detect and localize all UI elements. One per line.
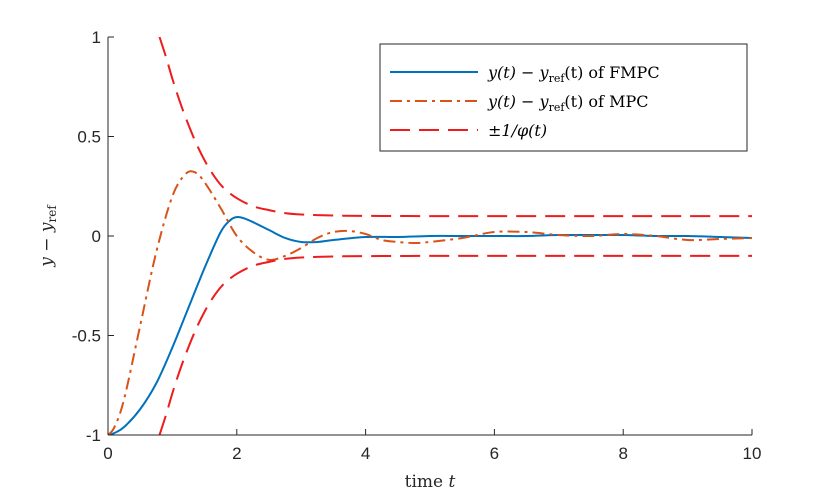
y-tick-label: 0.5 (77, 128, 101, 147)
y-ticks: -1 -0.5 0 0.5 1 (72, 28, 114, 445)
legend-label-bound: ±1/φ(t) (488, 121, 547, 140)
legend-label-fmpc: y(t) − yref(t) of FMPC (487, 63, 660, 85)
x-tick-label: 4 (361, 444, 370, 463)
mpc-line (108, 170, 752, 435)
axes: 0 2 4 6 8 10 -1 -0.5 0 0.5 1 (72, 28, 762, 463)
y-tick-label: 0 (92, 227, 101, 246)
fmpc-line (108, 215, 752, 435)
legend: y(t) − yref(t) of FMPC y(t) − yref(t) of… (379, 43, 748, 152)
x-ticks: 0 2 4 6 8 10 (103, 429, 761, 463)
y-tick-label: -1 (86, 426, 101, 445)
x-tick-label: 6 (490, 444, 499, 463)
y-tick-label: -0.5 (72, 327, 101, 346)
plot-lines (108, 37, 752, 435)
x-axis-label-prefix: time (405, 472, 449, 492)
legend-label-mpc: y(t) − yref(t) of MPC (487, 92, 648, 114)
y-axis-label-prefix: y − y (37, 222, 57, 268)
legend-box (379, 43, 748, 152)
x-tick-label: 8 (618, 444, 627, 463)
x-tick-label: 2 (232, 444, 241, 463)
upper-bound-line (158, 37, 752, 218)
y-axis-label-sub: ref (45, 204, 59, 223)
x-tick-label: 10 (743, 444, 762, 463)
y-tick-label: 1 (92, 28, 101, 47)
x-axis-label: time t (405, 472, 456, 492)
y-axis-label: y − yref (37, 204, 59, 268)
x-axis-label-var: t (449, 472, 456, 492)
lower-bound-line (158, 254, 752, 435)
x-tick-label: 0 (103, 444, 112, 463)
